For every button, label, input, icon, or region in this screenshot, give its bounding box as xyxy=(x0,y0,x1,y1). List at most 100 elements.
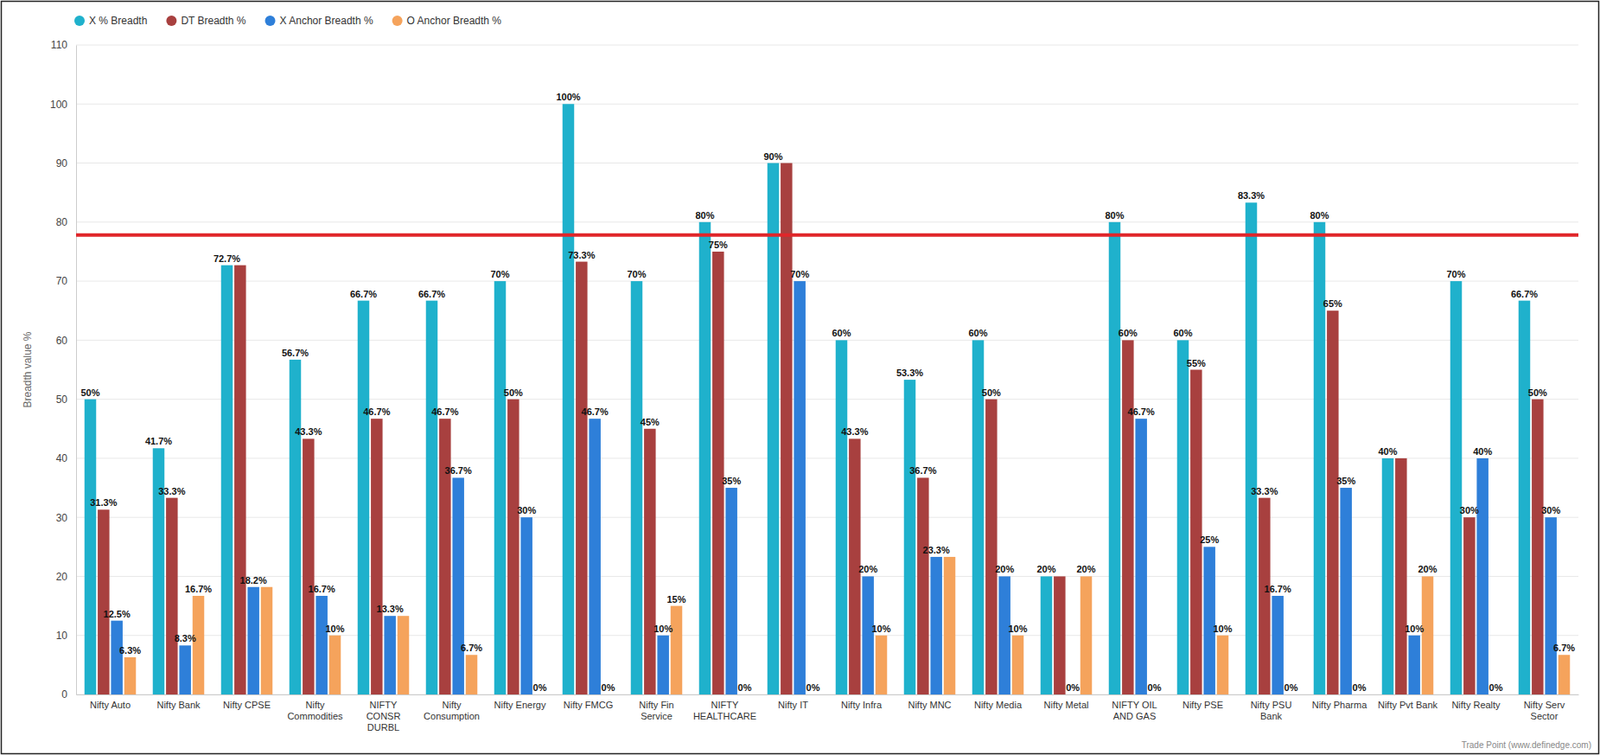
data-label: 66.7% xyxy=(350,288,377,300)
grid-line xyxy=(76,280,1579,282)
bar xyxy=(452,477,464,695)
bar xyxy=(165,497,178,695)
bar xyxy=(494,280,506,695)
data-label: 23.3% xyxy=(923,544,950,555)
data-label: 30% xyxy=(1459,504,1479,516)
series xyxy=(97,163,1543,695)
data-label: 36.7% xyxy=(909,465,937,476)
bar xyxy=(221,265,233,695)
y-tick: 10 xyxy=(56,629,77,642)
x-tick: Nifty Realty xyxy=(1451,694,1501,710)
y-tick-label: 110 xyxy=(50,38,68,51)
bars xyxy=(76,103,1579,695)
grid xyxy=(76,44,1579,695)
x-tick: Nifty ServSector xyxy=(1523,694,1566,721)
x-tick-label: Nifty Metal xyxy=(1044,699,1090,710)
data-label: 75% xyxy=(708,239,728,250)
bar xyxy=(426,300,438,695)
x-tick: Nifty FMCG xyxy=(563,694,613,710)
y-axis-title: Breadth value % xyxy=(21,331,34,408)
bar xyxy=(1080,575,1092,695)
grid-line xyxy=(76,398,1579,400)
data-label: 60% xyxy=(968,327,988,338)
x-tick: NIFTY OILAND GAS xyxy=(1111,694,1157,721)
data-label: 31.3% xyxy=(89,497,117,508)
x-tick: NIFTYCONSRDURBL xyxy=(366,694,402,733)
bar xyxy=(1109,222,1121,695)
bar xyxy=(602,694,614,695)
bar xyxy=(520,516,532,695)
data-label: 0% xyxy=(601,682,616,693)
y-axis: 0102030405060708090100110 xyxy=(50,38,77,701)
chart: 0102030405060708090100110Breadth value %… xyxy=(0,0,1600,755)
data-label: 0% xyxy=(1065,682,1080,693)
data-label: 36.7% xyxy=(445,465,472,476)
x-tick-label: Nifty FinService xyxy=(638,699,674,721)
legend-item: X Anchor Breadth % xyxy=(265,14,374,27)
y-tick-label: 30 xyxy=(56,511,69,524)
data-label: 50% xyxy=(981,387,1001,398)
bar xyxy=(124,656,136,695)
x-tick: Nifty Bank xyxy=(156,694,201,710)
data-label: 10% xyxy=(653,623,673,634)
data-label: 43.3% xyxy=(841,426,868,437)
grid-line xyxy=(76,634,1579,636)
data-label: 20% xyxy=(994,563,1014,574)
x-tick: NiftyCommodities xyxy=(286,694,344,721)
y-tick: 30 xyxy=(56,511,77,524)
bar xyxy=(178,644,191,695)
bar xyxy=(1012,635,1024,695)
grid-line xyxy=(76,457,1579,459)
bar xyxy=(1558,654,1570,695)
bar xyxy=(699,222,711,695)
bar xyxy=(329,635,341,695)
data-label: 20% xyxy=(1417,563,1437,574)
grid-line xyxy=(76,221,1579,223)
x-tick-label: Nifty PSUBank xyxy=(1250,699,1293,721)
y-tick-label: 40 xyxy=(56,452,69,465)
y-tick: 60 xyxy=(56,334,77,347)
bar xyxy=(507,399,519,695)
bar xyxy=(1518,300,1530,695)
data-label: 16.7% xyxy=(184,583,212,594)
legend: X % BreadthDT Breadth %X Anchor Breadth … xyxy=(74,14,502,27)
y-tick: 110 xyxy=(50,38,77,51)
bar xyxy=(643,428,656,695)
x-tick-label: NiftyConsumption xyxy=(423,699,480,721)
bar xyxy=(234,265,246,695)
data-label: 41.7% xyxy=(145,435,173,447)
bar xyxy=(397,615,409,695)
bar xyxy=(1148,694,1161,695)
x-tick-label: Nifty IT xyxy=(777,699,809,710)
data-label: 33.3% xyxy=(1250,485,1278,497)
bar xyxy=(247,586,259,695)
x-tick-label: NIFTYCONSRDURBL xyxy=(366,699,402,733)
bar xyxy=(1463,516,1475,695)
bar xyxy=(575,261,587,695)
y-tick-label: 60 xyxy=(56,334,69,347)
bar xyxy=(917,477,929,695)
grid-line xyxy=(76,516,1579,518)
data-label: 0% xyxy=(1147,682,1162,693)
bar xyxy=(357,300,370,695)
bar xyxy=(261,586,273,695)
x-tick-label: Nifty Infra xyxy=(841,699,883,710)
bar xyxy=(725,487,737,695)
data-label: 13.3% xyxy=(376,603,404,614)
y-tick-label: 100 xyxy=(50,98,68,111)
frame xyxy=(1,1,1600,754)
bar xyxy=(1053,575,1065,695)
y-tick-label: 0 xyxy=(61,688,68,701)
x-tick: Nifty PSUBank xyxy=(1250,694,1293,721)
data-label: 80% xyxy=(694,210,714,221)
grid-line xyxy=(76,162,1579,164)
x-tick: Nifty Media xyxy=(974,694,1023,710)
data-label: 70% xyxy=(1446,268,1466,280)
x-tick: Nifty Auto xyxy=(89,694,131,710)
data-label: 35% xyxy=(1336,475,1356,486)
x-tick-label: Nifty CPSE xyxy=(223,699,271,710)
bar xyxy=(930,556,942,695)
bar xyxy=(780,163,792,695)
x-tick: Nifty FinService xyxy=(638,694,674,721)
bar xyxy=(1531,399,1543,695)
